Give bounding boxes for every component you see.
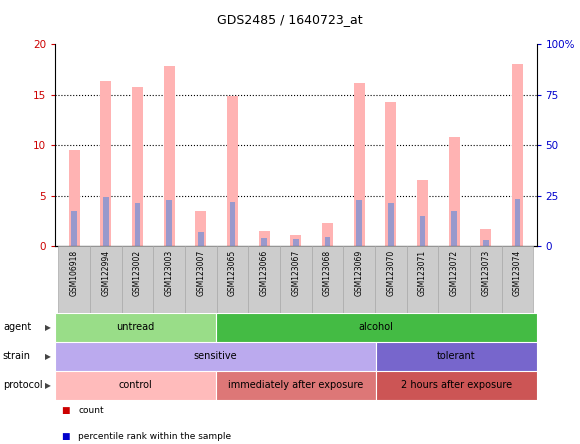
Text: GSM123065: GSM123065 — [228, 250, 237, 296]
Bar — [216, 313, 536, 342]
Bar — [227, 96, 238, 246]
Bar — [293, 239, 299, 246]
Text: protocol: protocol — [3, 380, 42, 390]
Bar — [448, 137, 460, 246]
Bar — [322, 223, 333, 246]
Bar — [290, 235, 302, 246]
Bar — [311, 246, 343, 313]
Text: GSM123074: GSM123074 — [513, 250, 522, 296]
Text: ▶: ▶ — [45, 381, 51, 390]
Text: ▶: ▶ — [45, 352, 51, 361]
Bar — [261, 238, 267, 246]
Text: untread: untread — [116, 322, 154, 333]
Bar — [388, 203, 394, 246]
Bar — [248, 246, 280, 313]
Text: GDS2485 / 1640723_at: GDS2485 / 1640723_at — [217, 13, 363, 26]
Text: GSM123003: GSM123003 — [165, 250, 173, 296]
Bar — [164, 66, 175, 246]
Text: percentile rank within the sample: percentile rank within the sample — [78, 432, 231, 441]
Bar — [103, 197, 108, 246]
Bar — [356, 200, 362, 246]
Bar — [230, 202, 235, 246]
Bar — [480, 229, 491, 246]
Bar — [90, 246, 122, 313]
Bar — [385, 102, 396, 246]
Text: 2 hours after exposure: 2 hours after exposure — [401, 380, 512, 390]
Bar — [470, 246, 502, 313]
Bar — [375, 246, 407, 313]
Text: ▶: ▶ — [45, 323, 51, 332]
Text: strain: strain — [3, 351, 31, 361]
Bar — [438, 246, 470, 313]
Text: sensitive: sensitive — [194, 351, 237, 361]
Bar — [417, 180, 428, 246]
Text: GSM123007: GSM123007 — [196, 250, 205, 296]
Text: GSM122994: GSM122994 — [102, 250, 110, 296]
Text: GSM123066: GSM123066 — [260, 250, 269, 296]
Bar — [325, 238, 331, 246]
Bar — [514, 199, 520, 246]
Bar — [55, 371, 216, 400]
Text: control: control — [118, 380, 152, 390]
Text: GSM123070: GSM123070 — [386, 250, 396, 296]
Bar — [132, 87, 143, 246]
Text: alcohol: alcohol — [358, 322, 393, 333]
Text: GSM123072: GSM123072 — [450, 250, 459, 296]
Bar — [71, 211, 77, 246]
Bar — [420, 216, 425, 246]
Bar — [502, 246, 534, 313]
Text: ■: ■ — [61, 432, 70, 441]
Bar — [100, 81, 111, 246]
Bar — [185, 246, 216, 313]
Text: GSM123073: GSM123073 — [481, 250, 490, 296]
Bar — [343, 246, 375, 313]
Text: GSM123067: GSM123067 — [291, 250, 300, 296]
Bar — [512, 63, 523, 246]
Bar — [68, 151, 79, 246]
Text: GSM123068: GSM123068 — [323, 250, 332, 296]
Text: GSM123002: GSM123002 — [133, 250, 142, 296]
Text: agent: agent — [3, 322, 31, 333]
Bar — [166, 200, 172, 246]
Text: GSM123069: GSM123069 — [354, 250, 364, 296]
Bar — [216, 371, 376, 400]
Bar — [55, 342, 376, 371]
Text: ■: ■ — [61, 406, 70, 415]
Bar — [280, 246, 311, 313]
Bar — [55, 313, 216, 342]
Bar — [407, 246, 438, 313]
Bar — [198, 232, 204, 246]
Bar — [58, 246, 90, 313]
Bar — [483, 240, 489, 246]
Text: GSM123071: GSM123071 — [418, 250, 427, 296]
Bar — [259, 231, 270, 246]
Bar — [153, 246, 185, 313]
Bar — [122, 246, 153, 313]
Text: GSM106918: GSM106918 — [70, 250, 79, 296]
Text: count: count — [78, 406, 104, 415]
Bar — [376, 342, 536, 371]
Bar — [451, 211, 457, 246]
Bar — [195, 211, 206, 246]
Bar — [354, 83, 365, 246]
Bar — [135, 203, 140, 246]
Text: immediately after exposure: immediately after exposure — [228, 380, 364, 390]
Text: tolerant: tolerant — [437, 351, 476, 361]
Bar — [216, 246, 248, 313]
Bar — [376, 371, 536, 400]
